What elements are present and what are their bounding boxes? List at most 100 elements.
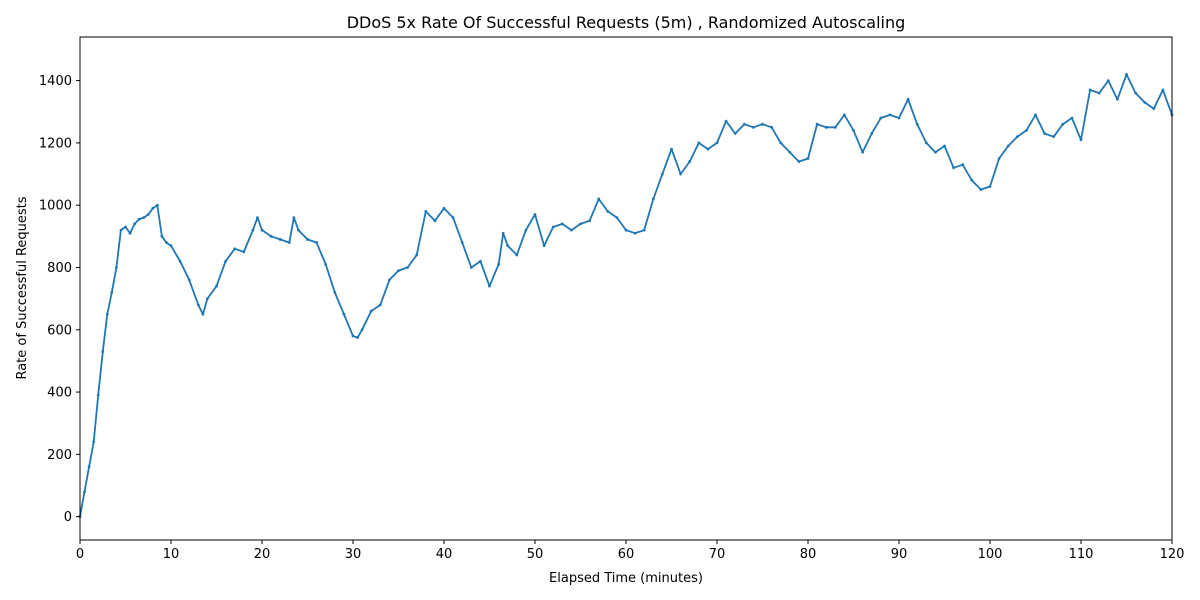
data-point	[342, 312, 346, 316]
data-point	[92, 440, 96, 444]
data-point	[606, 210, 610, 213]
data-point	[433, 219, 437, 223]
data-point	[661, 172, 664, 176]
data-point	[297, 228, 300, 232]
data-point	[101, 350, 105, 353]
data-point	[570, 228, 573, 232]
data-point	[451, 216, 455, 220]
data-point	[306, 238, 309, 241]
data-point	[679, 172, 682, 176]
data-point	[888, 113, 892, 117]
data-point	[697, 141, 701, 145]
data-point	[397, 269, 400, 272]
data-point	[715, 141, 719, 145]
data-point	[278, 238, 282, 241]
data-point	[843, 113, 846, 117]
data-point	[761, 122, 764, 126]
data-point	[515, 253, 519, 257]
data-point	[943, 144, 946, 148]
data-point	[155, 203, 159, 207]
data-point	[770, 125, 773, 129]
data-point	[1143, 101, 1147, 104]
data-point	[1052, 135, 1056, 139]
data-point	[133, 222, 137, 226]
data-point	[83, 490, 86, 494]
data-point	[201, 312, 205, 316]
data-point	[388, 278, 391, 282]
data-point	[356, 336, 359, 339]
y-tick-label: 1200	[39, 136, 72, 151]
data-point	[1134, 91, 1137, 95]
data-point	[579, 222, 582, 226]
data-point	[479, 259, 482, 263]
y-tick-label: 600	[47, 323, 72, 338]
data-point	[469, 266, 473, 269]
data-point	[588, 219, 591, 223]
x-tick-label: 80	[800, 547, 817, 562]
data-point	[752, 125, 755, 129]
data-point	[852, 129, 855, 132]
data-point	[501, 231, 505, 235]
x-tick-label: 10	[163, 547, 180, 562]
data-point	[742, 122, 746, 126]
data-point	[1015, 135, 1019, 139]
data-point	[96, 393, 100, 397]
x-tick-label: 110	[1069, 547, 1094, 562]
x-tick-label: 20	[254, 547, 271, 562]
data-point	[560, 222, 564, 226]
data-point	[224, 259, 228, 263]
data-point	[1079, 138, 1083, 142]
data-point	[442, 206, 446, 210]
data-point	[351, 334, 355, 338]
data-point	[260, 228, 264, 232]
data-point	[651, 197, 655, 201]
x-tick-label: 0	[76, 547, 84, 562]
data-point	[833, 125, 837, 129]
data-point	[1034, 113, 1037, 117]
data-point	[315, 241, 318, 244]
data-point	[165, 241, 168, 244]
data-point	[915, 122, 919, 126]
data-point	[706, 147, 710, 151]
data-point	[979, 188, 983, 192]
data-point	[124, 225, 127, 229]
x-tick-label: 50	[527, 547, 544, 562]
data-point	[206, 297, 209, 301]
data-point	[87, 465, 91, 469]
data-point	[415, 253, 419, 257]
x-tick-label: 120	[1160, 547, 1185, 562]
data-point	[542, 244, 546, 248]
data-point	[1161, 88, 1165, 92]
data-point	[333, 290, 337, 294]
data-point	[870, 132, 874, 135]
data-point	[1125, 72, 1128, 76]
data-point	[110, 290, 114, 294]
data-point	[879, 116, 883, 120]
data-point	[1025, 129, 1028, 132]
data-point	[128, 231, 132, 235]
y-tick-label: 800	[47, 261, 72, 276]
data-point	[1043, 132, 1046, 135]
data-point	[724, 119, 728, 123]
data-point	[406, 266, 409, 269]
data-point	[215, 284, 218, 288]
data-point	[551, 225, 555, 229]
data-point	[424, 210, 428, 213]
data-point	[806, 157, 810, 160]
plot-area	[78, 72, 1174, 519]
data-point	[961, 163, 965, 167]
data-point	[934, 150, 937, 154]
data-point	[624, 228, 628, 232]
data-point	[1006, 144, 1010, 148]
data-point	[688, 160, 692, 163]
y-axis: 0 200 400 600 800 1000 1200 1400	[39, 74, 80, 525]
data-point	[952, 166, 955, 170]
x-tick-label: 40	[436, 547, 453, 562]
series-line	[79, 73, 1173, 517]
y-tick-label: 1400	[39, 74, 72, 89]
data-point	[533, 213, 537, 216]
data-point	[460, 241, 464, 244]
data-point	[524, 228, 528, 232]
